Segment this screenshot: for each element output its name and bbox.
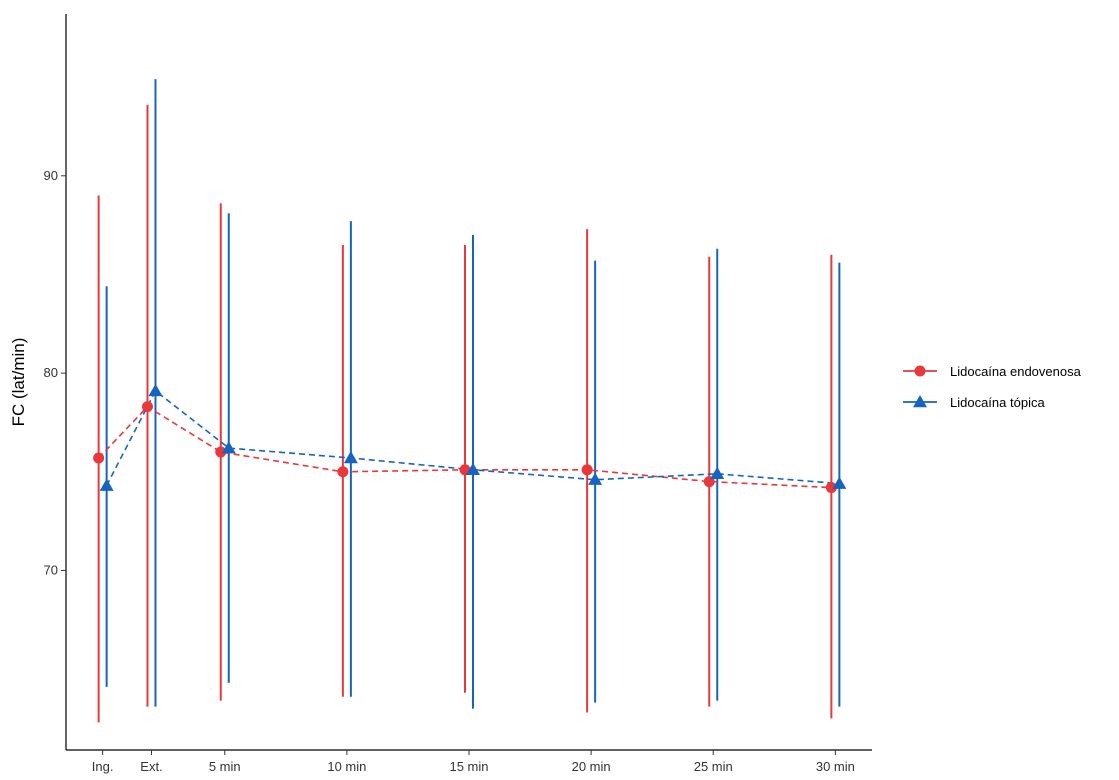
data-point xyxy=(588,472,603,485)
legend-key-marker xyxy=(913,395,927,408)
x-tick-label: Ing. xyxy=(92,759,114,774)
data-point xyxy=(343,450,358,464)
data-point xyxy=(141,401,153,413)
data-point xyxy=(93,452,105,464)
x-tick-label: 10 min xyxy=(327,759,366,774)
x-tick-label: 30 min xyxy=(816,759,855,774)
x-tick-label: 20 min xyxy=(572,759,611,774)
legend-label: Lidocaína endovenosa xyxy=(950,364,1082,379)
plot-area xyxy=(93,79,847,723)
series-line xyxy=(105,389,840,486)
data-point xyxy=(832,476,847,489)
y-axis-title: FC (lat/min) xyxy=(9,338,28,427)
y-tick-label: 80 xyxy=(44,365,58,380)
data-point xyxy=(337,466,349,478)
data-point xyxy=(710,466,725,480)
x-tick-label: 5 min xyxy=(209,759,241,774)
data-point xyxy=(221,441,236,454)
data-point xyxy=(99,478,114,491)
x-tick-label: 25 min xyxy=(694,759,733,774)
x-tick-label: Ext. xyxy=(140,759,162,774)
legend: Lidocaína endovenosa Lidocaína tópica xyxy=(903,364,1082,410)
legend-key-marker xyxy=(914,365,926,377)
data-point xyxy=(466,462,480,476)
x-tick-label: 15 min xyxy=(449,759,488,774)
data-point xyxy=(581,464,593,476)
series-line xyxy=(98,405,832,489)
y-tick-label: 90 xyxy=(44,168,58,183)
legend-label: Lidocaína tópica xyxy=(950,395,1045,410)
data-point xyxy=(148,383,163,397)
axes: FC (lat/min) 70 80 90 Ing. Ext. 5 min 10 min 15… xyxy=(9,14,872,774)
data-point xyxy=(215,446,227,458)
y-tick-label: 70 xyxy=(44,562,58,577)
data-point xyxy=(825,482,837,494)
